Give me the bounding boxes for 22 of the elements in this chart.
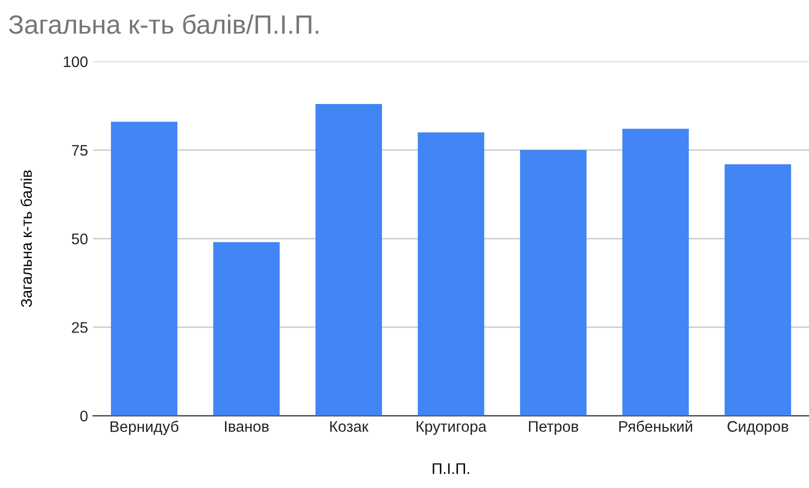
bar [724, 164, 792, 416]
x-axis-title: П.І.П. [432, 463, 470, 474]
y-tick-label: 0 [80, 410, 88, 422]
x-tick-label: Козак [330, 421, 369, 432]
y-tick-label: 100 [64, 56, 88, 68]
bar [520, 150, 587, 416]
y-tick-label: 25 [72, 322, 88, 333]
x-tick-label: Сидоров [728, 421, 788, 435]
bar [418, 132, 484, 416]
x-tick-label: Рябенький [619, 420, 692, 432]
bar [213, 242, 280, 416]
y-tick-label: 75 [72, 145, 88, 156]
x-tick-label: Петров [529, 421, 578, 435]
y-tick-label: 50 [72, 234, 88, 244]
x-tick-label: Вернидуб [110, 420, 178, 436]
bar [315, 104, 382, 416]
x-tick-label: Іванов [225, 421, 269, 432]
chart-title: Загальна к-ть балів/П.І.П. [8, 14, 318, 34]
y-axis-title: Загальна к-ть балів [20, 170, 32, 308]
bar [622, 128, 689, 416]
x-tick-label: Крутигора [416, 421, 487, 435]
bar [110, 122, 178, 416]
